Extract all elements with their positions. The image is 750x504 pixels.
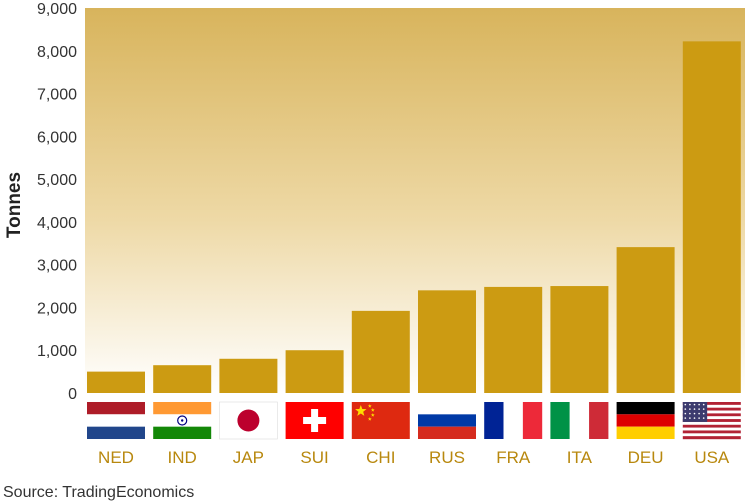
italy-flag-icon — [550, 402, 609, 439]
category-label: JAP — [233, 448, 264, 467]
category-label: FRA — [496, 448, 531, 467]
japan-flag-icon — [219, 401, 278, 440]
y-tick-label: 6,000 — [37, 129, 77, 146]
category-label: SUI — [300, 448, 328, 467]
bar-ned — [87, 371, 145, 393]
y-tick-label: 7,000 — [37, 87, 77, 104]
category-label: ITA — [567, 448, 593, 467]
bar-usa — [682, 41, 741, 393]
switzerland-flag-icon — [285, 402, 344, 439]
bars — [87, 41, 741, 393]
bar-ita — [550, 286, 609, 393]
category-label: CHI — [366, 448, 395, 467]
y-tick-label: 0 — [68, 386, 77, 403]
source-note: Source: TradingEconomics — [3, 484, 195, 501]
y-tick-label: 5,000 — [37, 172, 77, 189]
bar-ind — [153, 365, 212, 393]
category-label: DEU — [628, 448, 664, 467]
y-tick-label: 1,000 — [37, 343, 77, 360]
flags — [87, 401, 741, 440]
usa-flag-icon — [682, 402, 741, 440]
bar-chi — [351, 310, 410, 393]
india-flag-icon — [153, 402, 212, 439]
y-tick-label: 3,000 — [37, 258, 77, 275]
category-label: USA — [694, 448, 730, 467]
category-label: RUS — [429, 448, 465, 467]
bar-deu — [616, 247, 675, 393]
bar-jap — [219, 358, 278, 393]
gold-reserves-bar-chart: 0 1,000 2,000 3,000 4,000 5,000 6,000 7,000 8,00… — [4, 1, 745, 467]
germany-flag-icon — [616, 402, 675, 439]
category-labels: NED IND JAP SUI CHI RUS FRA ITA DEU USA — [98, 448, 730, 467]
category-label: IND — [168, 448, 197, 467]
y-axis-ticks: 0 1,000 2,000 3,000 4,000 5,000 6,000 7,000 8,00… — [37, 1, 77, 403]
y-axis-label: Tonnes — [4, 172, 25, 238]
france-flag-icon — [484, 402, 543, 439]
y-tick-label: 8,000 — [37, 44, 77, 61]
y-tick-label: 2,000 — [37, 300, 77, 317]
netherlands-flag-icon — [87, 402, 145, 439]
bar-rus — [418, 290, 476, 393]
y-tick-label: 4,000 — [37, 215, 77, 232]
y-tick-label: 9,000 — [37, 1, 77, 18]
bar-fra — [484, 286, 543, 393]
russia-flag-icon — [418, 402, 476, 439]
china-flag-icon — [351, 402, 410, 439]
category-label: NED — [98, 448, 134, 467]
bar-sui — [285, 350, 344, 393]
